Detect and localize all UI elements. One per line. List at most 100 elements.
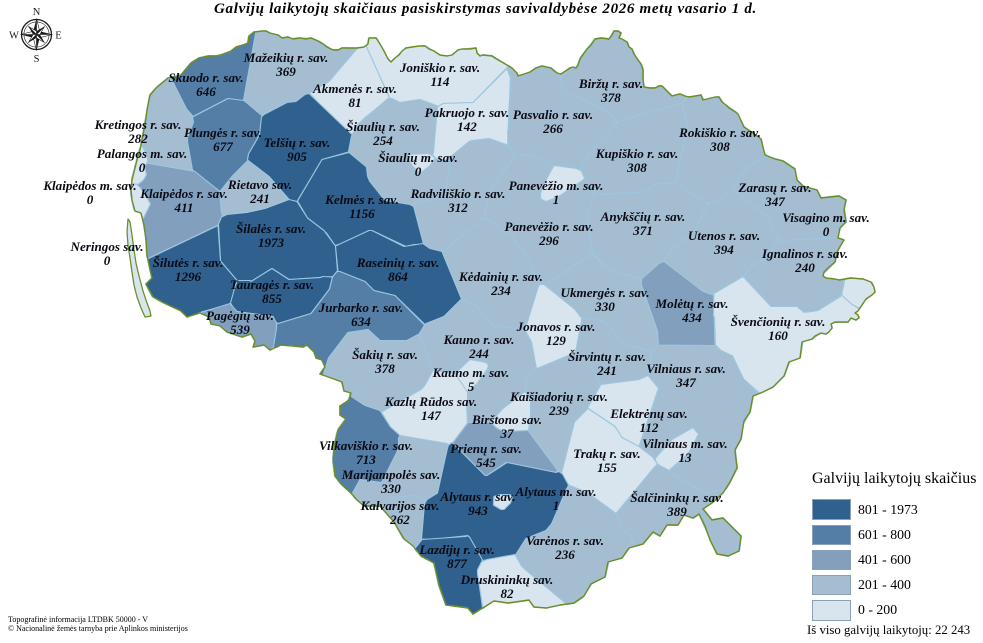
svg-text:Kėdainių r. sav.: Kėdainių r. sav. <box>458 269 543 284</box>
svg-text:539: 539 <box>230 322 250 337</box>
svg-text:Radviliškio r. sav.: Radviliškio r. sav. <box>410 186 506 201</box>
svg-text:160: 160 <box>768 328 788 343</box>
svg-text:378: 378 <box>600 90 621 105</box>
svg-text:Trakų r. sav.: Trakų r. sav. <box>573 446 640 461</box>
svg-text:296: 296 <box>538 233 559 248</box>
svg-text:240: 240 <box>794 260 815 275</box>
svg-text:Vilkaviškio r. sav.: Vilkaviškio r. sav. <box>319 438 413 453</box>
svg-text:Rokiškio r. sav.: Rokiškio r. sav. <box>678 125 761 140</box>
svg-text:1973: 1973 <box>258 235 285 250</box>
svg-text:Prienų r. sav.: Prienų r. sav. <box>450 441 522 456</box>
svg-text:Akmenės r. sav.: Akmenės r. sav. <box>312 81 397 96</box>
svg-text:Druskininkų sav.: Druskininkų sav. <box>460 572 554 587</box>
svg-text:Panevėžio r. sav.: Panevėžio r. sav. <box>505 219 594 234</box>
svg-text:S: S <box>34 54 40 65</box>
svg-text:943: 943 <box>468 503 488 518</box>
svg-text:Palangos m. sav.: Palangos m. sav. <box>97 146 187 161</box>
svg-text:Šalčininkų r. sav.: Šalčininkų r. sav. <box>630 490 723 505</box>
svg-text:330: 330 <box>380 481 401 496</box>
svg-text:262: 262 <box>389 512 410 527</box>
svg-text:713: 713 <box>356 452 376 467</box>
svg-text:Marijampolės sav.: Marijampolės sav. <box>341 467 440 482</box>
svg-text:147: 147 <box>421 408 441 423</box>
svg-text:Kelmės r. sav.: Kelmės r. sav. <box>324 192 399 207</box>
svg-text:0: 0 <box>139 160 146 175</box>
svg-text:Ukmergės r. sav.: Ukmergės r. sav. <box>561 285 650 300</box>
svg-text:0: 0 <box>87 192 94 207</box>
svg-text:434: 434 <box>681 310 702 325</box>
svg-text:Panevėžio m. sav.: Panevėžio m. sav. <box>509 178 604 193</box>
svg-text:Šakių r. sav.: Šakių r. sav. <box>352 347 418 362</box>
svg-text:236: 236 <box>554 547 575 562</box>
svg-text:114: 114 <box>431 74 450 89</box>
svg-text:308: 308 <box>626 160 647 175</box>
svg-text:Anykščių r. sav.: Anykščių r. sav. <box>600 209 686 224</box>
svg-text:Širvintų r. sav.: Širvintų r. sav. <box>568 349 646 364</box>
svg-text:Varėnos r. sav.: Varėnos r. sav. <box>526 533 604 548</box>
svg-text:646: 646 <box>196 84 216 99</box>
svg-text:Kauno r. sav.: Kauno r. sav. <box>443 332 515 347</box>
svg-text:312: 312 <box>447 200 468 215</box>
svg-text:239: 239 <box>548 403 569 418</box>
svg-text:Elektrėnų sav.: Elektrėnų sav. <box>609 406 687 421</box>
svg-text:Ignalinos r. sav.: Ignalinos r. sav. <box>761 246 848 261</box>
svg-text:W: W <box>9 30 19 41</box>
svg-text:Rietavo sav.: Rietavo sav. <box>227 177 292 192</box>
svg-text:266: 266 <box>542 121 563 136</box>
svg-text:Kretingos r. sav.: Kretingos r. sav. <box>94 117 182 132</box>
svg-text:13: 13 <box>678 450 692 465</box>
svg-text:0: 0 <box>823 224 830 239</box>
svg-text:142: 142 <box>457 119 477 134</box>
svg-text:905: 905 <box>287 149 307 164</box>
svg-text:E: E <box>55 30 61 41</box>
svg-text:0: 0 <box>104 253 111 268</box>
svg-text:37: 37 <box>499 426 514 441</box>
svg-text:Visagino m. sav.: Visagino m. sav. <box>782 210 870 225</box>
svg-text:Tauragės r. sav.: Tauragės r. sav. <box>230 277 314 292</box>
svg-text:241: 241 <box>249 191 270 206</box>
svg-text:234: 234 <box>490 283 511 298</box>
svg-text:877: 877 <box>447 556 467 571</box>
svg-text:N: N <box>33 7 41 18</box>
svg-text:81: 81 <box>348 95 361 110</box>
svg-text:1: 1 <box>553 498 560 513</box>
svg-text:129: 129 <box>546 333 566 348</box>
svg-text:Kupiškio r. sav.: Kupiškio r. sav. <box>595 146 678 161</box>
svg-text:371: 371 <box>632 223 653 238</box>
svg-text:254: 254 <box>372 133 393 148</box>
svg-text:634: 634 <box>351 314 371 329</box>
svg-text:282: 282 <box>127 131 148 146</box>
svg-text:545: 545 <box>476 455 496 470</box>
svg-text:Šilalės r. sav.: Šilalės r. sav. <box>236 221 306 236</box>
svg-text:155: 155 <box>597 460 617 475</box>
svg-text:Joniškio r. sav.: Joniškio r. sav. <box>399 60 480 75</box>
svg-text:389: 389 <box>666 504 687 519</box>
svg-text:0: 0 <box>415 164 422 179</box>
svg-text:Utenos r. sav.: Utenos r. sav. <box>688 228 760 243</box>
svg-text:Jurbarko r. sav.: Jurbarko r. sav. <box>318 300 404 315</box>
svg-text:Vilniaus m. sav.: Vilniaus m. sav. <box>642 436 727 451</box>
svg-text:Molėtų r. sav.: Molėtų r. sav. <box>655 296 729 311</box>
svg-text:347: 347 <box>675 375 696 390</box>
svg-text:Alytaus r. sav.: Alytaus r. sav. <box>439 489 515 504</box>
svg-text:Kauno m. sav.: Kauno m. sav. <box>432 365 510 380</box>
svg-text:244: 244 <box>468 346 489 361</box>
svg-text:411: 411 <box>174 200 194 215</box>
svg-text:369: 369 <box>275 64 296 79</box>
svg-text:1296: 1296 <box>175 269 202 284</box>
svg-text:82: 82 <box>500 586 514 601</box>
svg-text:Jonavos r. sav.: Jonavos r. sav. <box>516 319 596 334</box>
svg-text:Zarasų r. sav.: Zarasų r. sav. <box>738 180 812 195</box>
svg-text:112: 112 <box>640 420 659 435</box>
svg-text:1: 1 <box>553 192 560 207</box>
svg-text:Alytaus m. sav.: Alytaus m. sav. <box>515 484 597 499</box>
svg-text:Raseinių r. sav.: Raseinių r. sav. <box>356 255 439 270</box>
svg-text:Šilutės r. sav.: Šilutės r. sav. <box>153 255 224 270</box>
svg-text:Neringos sav.: Neringos sav. <box>70 239 144 254</box>
svg-text:Pagėgių sav.: Pagėgių sav. <box>206 308 274 323</box>
svg-text:Telšių r. sav.: Telšių r. sav. <box>264 135 331 150</box>
svg-text:Šiaulių r. sav.: Šiaulių r. sav. <box>346 119 420 134</box>
svg-text:Mažeikių r. sav.: Mažeikių r. sav. <box>243 50 329 65</box>
svg-text:Lazdijų r. sav.: Lazdijų r. sav. <box>418 542 494 557</box>
svg-text:394: 394 <box>713 242 734 257</box>
